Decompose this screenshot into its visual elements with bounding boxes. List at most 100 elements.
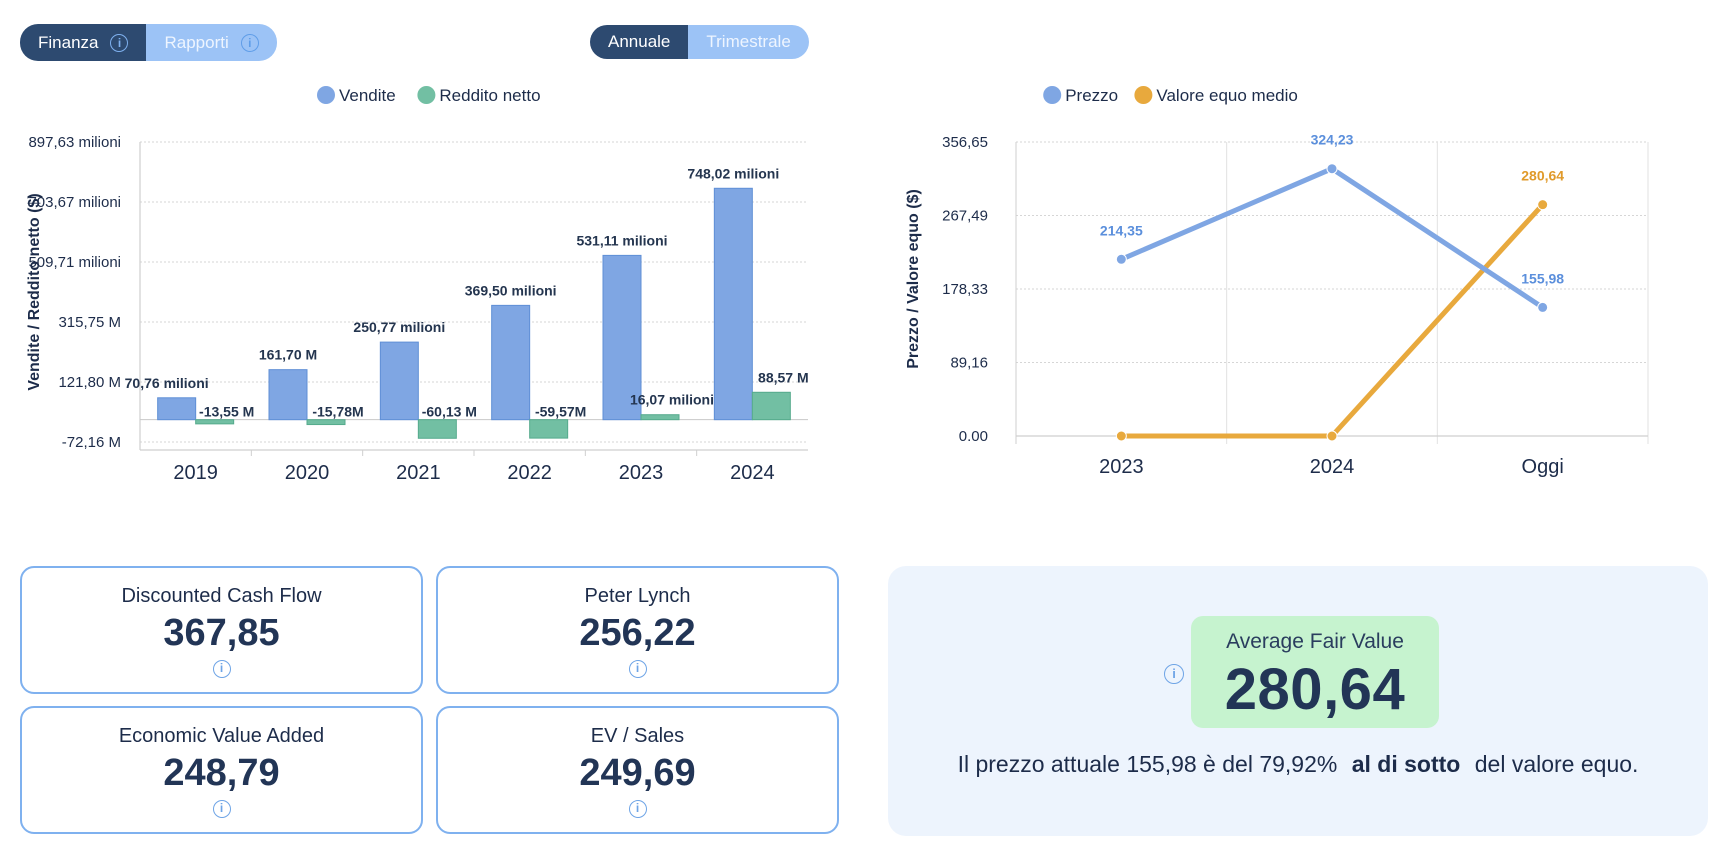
price-point (1115, 253, 1127, 265)
y-tick-label: 121,80 M (58, 374, 121, 391)
net-income-data-label: -60,13 M (422, 404, 477, 420)
fair-value-point (1326, 430, 1338, 442)
info-icon[interactable]: i (212, 800, 231, 818)
x-tick-label: 2023 (1099, 456, 1144, 478)
valuation-label: Discounted Cash Flow (121, 585, 322, 607)
bar-chart-legend: Vendite Reddito netto (317, 86, 541, 105)
legend-marker (1043, 86, 1062, 104)
fair-value-point (1115, 430, 1127, 442)
x-tick-label: 2021 (396, 462, 441, 484)
line-chart-series (1115, 163, 1549, 442)
average-fair-value-title: Average Fair Value (1226, 630, 1404, 653)
price-point (1537, 301, 1549, 313)
net-income-data-label: -13,55 M (199, 404, 254, 420)
info-icon[interactable]: i (628, 800, 647, 818)
summary-text-after: del valore equo. (1474, 751, 1639, 777)
valuation-value: 256,22 (579, 612, 696, 654)
line-chart-legend: Prezzo Valore equo medio (1043, 86, 1298, 105)
bar-chart-data-labels: 70,76 milioni -13,55 M 161,70 M -15,78M 250,… (125, 165, 809, 419)
fair-value-point (1537, 199, 1549, 211)
line-chart-grid (1015, 141, 1649, 444)
sales-bar (491, 304, 531, 421)
price-data-label: 214,35 (1100, 222, 1143, 238)
valuation-card-peter-lynch: Peter Lynch 256,22 i (436, 566, 839, 694)
price-line (1118, 166, 1546, 310)
info-icon[interactable]: i (1164, 664, 1184, 684)
sales-bar (713, 187, 753, 421)
average-fair-value-amount: 280,64 (1224, 657, 1406, 722)
net-income-data-label: -15,78M (312, 404, 363, 420)
sales-data-label: 161,70 M (259, 347, 317, 363)
line-chart-x-ticks: 2023 2024 Oggi (1099, 456, 1564, 478)
fair-value-summary: Il prezzo attuale 155,98 è del 79,92% al… (888, 751, 1708, 778)
bar-chart-bars (157, 187, 791, 439)
sales-income-bar-chart: Vendite Reddito netto 897,63 milioni 703,6… (26, 86, 809, 484)
fair-value-line (1118, 202, 1546, 439)
average-fair-value-badge: Average Fair Value 280,64 (1191, 616, 1439, 728)
legend-label: Reddito netto (439, 86, 540, 105)
info-icon[interactable]: i (110, 33, 129, 52)
bar-chart-x-ticks: 2019 2020 2021 2022 2023 2024 (173, 462, 774, 484)
legend-marker (1134, 86, 1153, 104)
sales-bar (379, 341, 419, 421)
info-icon[interactable]: i (628, 660, 647, 678)
sales-data-label: 250,77 milioni (353, 319, 445, 335)
tab-finance[interactable]: Finanza i (20, 24, 147, 61)
bar-chart-y-axis-label: Vendite / Reddito netto ($) (26, 193, 43, 390)
fair-value-data-label: 280,64 (1521, 168, 1564, 184)
bar-chart-y-ticks: 897,63 milioni 703,67 milioni 509,71 milio… (28, 134, 121, 451)
sales-data-label: 531,11 milioni (576, 232, 667, 248)
y-tick-label: -72,16 M (62, 434, 121, 451)
line-chart-y-axis-label: Prezzo / Valore equo ($) (905, 189, 922, 369)
tab-quarterly[interactable]: Trimestrale (688, 25, 809, 59)
x-tick-label: 2020 (285, 462, 330, 484)
price-data-label: 324,23 (1311, 132, 1354, 148)
net-income-bar (417, 419, 457, 439)
tab-annual[interactable]: Annuale (590, 25, 689, 59)
y-tick-label: 897,63 milioni (28, 134, 121, 151)
data-type-toggle: Finanza i Rapporti i (20, 24, 277, 61)
bar-chart-grid (139, 141, 808, 456)
legend-label: Vendite (339, 86, 396, 105)
sales-data-label: 748,02 milioni (687, 165, 779, 181)
line-chart-y-ticks: 356,65 267,49 178,33 89,16 0.00 (942, 134, 988, 445)
legend-marker (417, 86, 436, 104)
x-tick-label: Oggi (1522, 456, 1564, 478)
price-fairvalue-line-chart: Prezzo Valore equo medio 356,65 267,49 178,… (905, 86, 1649, 478)
valuation-value: 248,79 (163, 752, 280, 794)
y-tick-label: 703,67 milioni (28, 194, 121, 211)
valuation-card-ev-sales: EV / Sales 249,69 i (436, 706, 839, 834)
x-tick-label: 2019 (173, 462, 218, 484)
line-chart-data-labels: 280,64 214,35 324,23 155,98 (1100, 132, 1564, 287)
tab-reports[interactable]: Rapporti i (146, 24, 277, 61)
net-income-data-label: 88,57 M (758, 369, 809, 385)
y-tick-label: 356,65 (942, 134, 988, 151)
sales-bar (602, 254, 642, 421)
net-income-data-label: -59,57M (535, 404, 586, 420)
valuation-card-eva: Economic Value Added 248,79 i (20, 706, 423, 834)
period-toggle: Annuale Trimestrale (590, 25, 809, 59)
sales-data-label: 369,50 milioni (465, 282, 557, 298)
tab-finance-label: Finanza (38, 32, 99, 52)
valuation-value: 367,85 (163, 612, 280, 654)
net-income-bar (529, 419, 569, 439)
valuation-label: Peter Lynch (584, 585, 691, 607)
y-tick-label: 0.00 (959, 428, 988, 445)
legend-label: Prezzo (1065, 86, 1118, 105)
info-icon[interactable]: i (212, 660, 231, 678)
info-icon[interactable]: i (240, 33, 259, 52)
legend-label: Valore equo medio (1156, 86, 1297, 105)
y-tick-label: 315,75 M (58, 314, 121, 331)
summary-text-bold: al di sotto (1351, 751, 1461, 777)
y-tick-label: 509,71 milioni (28, 254, 121, 271)
fair-value-panel: i Average Fair Value 280,64 Il prezzo at… (888, 566, 1708, 836)
x-tick-label: 2023 (619, 462, 664, 484)
x-tick-label: 2022 (507, 462, 552, 484)
y-tick-label: 178,33 (942, 281, 988, 298)
valuation-value: 249,69 (579, 752, 696, 794)
net-income-bar (751, 391, 791, 421)
valuation-card-dcf: Discounted Cash Flow 367,85 i (20, 566, 423, 694)
net-income-data-label: 16,07 milioni (630, 392, 714, 408)
net-income-bar (640, 414, 680, 421)
price-point (1326, 163, 1338, 175)
